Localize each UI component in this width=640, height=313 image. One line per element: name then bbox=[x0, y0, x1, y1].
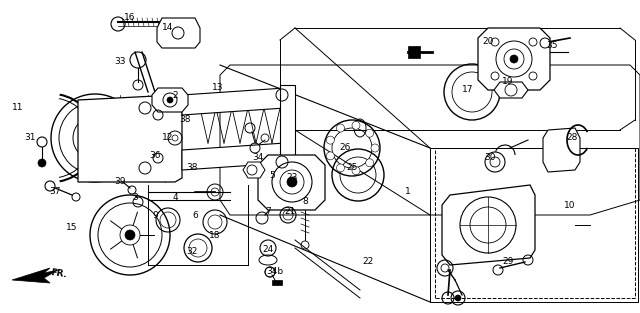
Circle shape bbox=[91, 134, 99, 142]
Polygon shape bbox=[494, 82, 528, 98]
Text: 28: 28 bbox=[566, 134, 578, 142]
Polygon shape bbox=[182, 88, 290, 115]
Text: 38: 38 bbox=[179, 115, 191, 125]
Circle shape bbox=[326, 136, 334, 144]
Circle shape bbox=[287, 177, 297, 187]
Text: 6: 6 bbox=[192, 211, 198, 219]
Text: 27: 27 bbox=[410, 48, 422, 57]
Polygon shape bbox=[157, 18, 200, 48]
Circle shape bbox=[352, 167, 360, 175]
Text: 29: 29 bbox=[502, 258, 514, 266]
Text: 10: 10 bbox=[564, 201, 576, 209]
Circle shape bbox=[326, 152, 334, 160]
Text: 14: 14 bbox=[163, 23, 173, 33]
Text: 2: 2 bbox=[172, 90, 178, 100]
Text: 8: 8 bbox=[302, 198, 308, 207]
Text: 22: 22 bbox=[362, 258, 374, 266]
Circle shape bbox=[365, 159, 374, 167]
Text: 38: 38 bbox=[186, 163, 198, 172]
Polygon shape bbox=[12, 268, 58, 283]
Text: 13: 13 bbox=[212, 84, 224, 93]
Polygon shape bbox=[182, 143, 290, 170]
Polygon shape bbox=[272, 280, 282, 285]
Text: 16: 16 bbox=[124, 13, 136, 23]
Text: 20: 20 bbox=[483, 38, 493, 47]
Circle shape bbox=[352, 121, 360, 129]
Polygon shape bbox=[78, 95, 182, 182]
Text: 33: 33 bbox=[115, 58, 125, 66]
Text: 34b: 34b bbox=[266, 268, 284, 276]
Polygon shape bbox=[478, 28, 550, 90]
Text: 3: 3 bbox=[132, 193, 138, 203]
Text: 11: 11 bbox=[12, 104, 24, 112]
Polygon shape bbox=[280, 85, 295, 175]
Text: 9: 9 bbox=[152, 211, 158, 219]
Text: 30: 30 bbox=[484, 153, 496, 162]
Circle shape bbox=[125, 230, 135, 240]
Circle shape bbox=[87, 130, 103, 146]
Polygon shape bbox=[543, 128, 580, 172]
Polygon shape bbox=[258, 155, 325, 210]
Text: 23: 23 bbox=[286, 173, 298, 182]
Polygon shape bbox=[152, 88, 188, 112]
Text: 32: 32 bbox=[186, 248, 198, 256]
Text: 36: 36 bbox=[149, 151, 161, 160]
Text: 1: 1 bbox=[405, 187, 411, 197]
Text: 39: 39 bbox=[115, 177, 125, 187]
Circle shape bbox=[167, 97, 173, 103]
Text: 18: 18 bbox=[209, 230, 221, 239]
Polygon shape bbox=[408, 46, 420, 58]
Circle shape bbox=[337, 164, 344, 172]
Text: 34: 34 bbox=[252, 153, 264, 162]
Text: 5: 5 bbox=[269, 171, 275, 179]
Text: 4: 4 bbox=[172, 193, 178, 203]
Text: 31: 31 bbox=[24, 134, 36, 142]
Polygon shape bbox=[442, 185, 535, 265]
Text: 35: 35 bbox=[547, 40, 557, 49]
Text: 25: 25 bbox=[346, 163, 358, 172]
Circle shape bbox=[337, 124, 344, 132]
Text: 7: 7 bbox=[265, 208, 271, 217]
Text: 21: 21 bbox=[284, 208, 296, 217]
Circle shape bbox=[365, 129, 374, 137]
Circle shape bbox=[371, 144, 379, 152]
Text: 17: 17 bbox=[462, 85, 474, 95]
Polygon shape bbox=[243, 162, 265, 178]
Text: 37: 37 bbox=[49, 187, 61, 197]
Text: 26: 26 bbox=[339, 143, 351, 152]
Circle shape bbox=[120, 225, 140, 245]
Text: 12: 12 bbox=[163, 134, 173, 142]
Circle shape bbox=[455, 295, 461, 301]
Circle shape bbox=[510, 55, 518, 63]
Text: 19: 19 bbox=[502, 78, 514, 86]
Text: 15: 15 bbox=[67, 223, 77, 233]
Circle shape bbox=[38, 159, 46, 167]
Text: 24: 24 bbox=[262, 245, 274, 254]
Text: FR.: FR. bbox=[50, 268, 68, 280]
